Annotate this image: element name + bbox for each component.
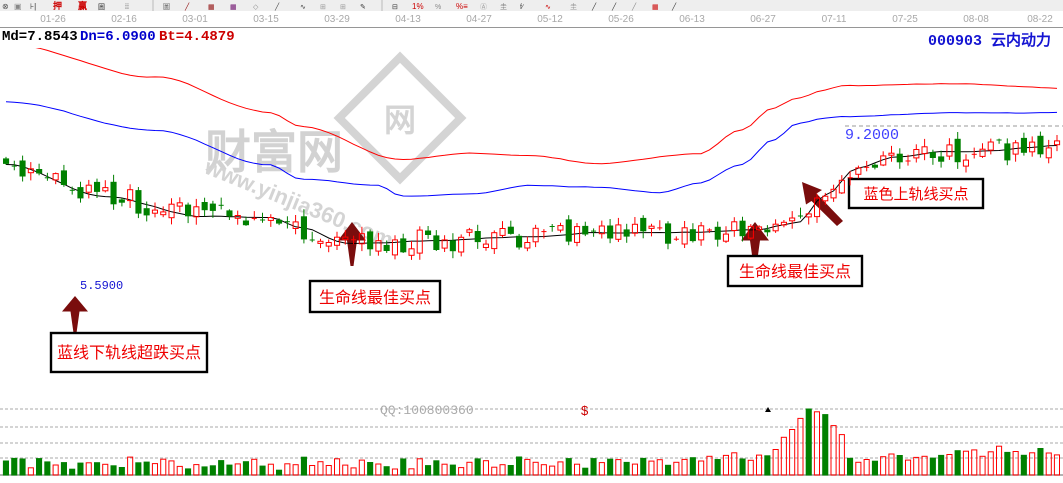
svg-text:⊟: ⊟ [392, 4, 398, 11]
svg-text:03-29: 03-29 [324, 14, 350, 25]
svg-text:QQ:100800360: QQ:100800360 [380, 403, 474, 418]
svg-text:赢: 赢 [78, 0, 87, 11]
svg-text:03-01: 03-01 [182, 14, 208, 25]
svg-text:⊞: ⊞ [320, 4, 326, 11]
svg-text:圭: 圭 [500, 2, 507, 11]
svg-text:$: $ [581, 403, 589, 418]
svg-text:圌: 圌 [98, 3, 105, 11]
svg-text:押: 押 [53, 0, 62, 11]
svg-text:07-11: 07-11 [822, 14, 847, 25]
svg-text:06-27: 06-27 [750, 14, 776, 25]
svg-text:⊦|: ⊦| [30, 2, 36, 11]
svg-text:╱: ╱ [591, 2, 597, 11]
svg-text:04-13: 04-13 [395, 14, 421, 25]
svg-text:╱: ╱ [274, 2, 280, 11]
svg-text:06-13: 06-13 [679, 14, 705, 25]
svg-text:04-27: 04-27 [466, 14, 492, 25]
svg-text:⊞: ⊞ [340, 4, 346, 11]
svg-text:01-26: 01-26 [40, 14, 66, 25]
svg-text:╱: ╱ [611, 2, 617, 11]
svg-text:03-15: 03-15 [253, 14, 279, 25]
svg-text:Ⓐ: Ⓐ [480, 3, 487, 11]
svg-text:1%: 1% [412, 2, 424, 11]
svg-text:▣: ▣ [14, 2, 22, 11]
svg-text:▦: ▦ [230, 4, 237, 11]
svg-text:圖: 圖 [163, 3, 170, 11]
svg-text:02-16: 02-16 [111, 14, 137, 25]
svg-text:✎: ✎ [360, 4, 366, 11]
svg-text:05-12: 05-12 [537, 14, 563, 25]
svg-text:∿: ∿ [545, 4, 551, 11]
svg-text:╱: ╱ [631, 2, 637, 11]
svg-text:%: % [435, 4, 441, 11]
svg-text:∿: ∿ [300, 4, 306, 11]
svg-text:07-25: 07-25 [892, 14, 918, 25]
svg-text:05-26: 05-26 [608, 14, 634, 25]
svg-text:╱: ╱ [184, 2, 190, 11]
svg-text:08-08: 08-08 [963, 14, 989, 25]
svg-text:⁞⁞: ⁞⁞ [125, 4, 129, 11]
svg-text:圭: 圭 [570, 2, 577, 11]
svg-text:╱: ╱ [671, 2, 677, 11]
svg-text:08-22: 08-22 [1027, 14, 1053, 25]
svg-text:◇: ◇ [253, 4, 259, 11]
svg-text:⊗: ⊗ [2, 2, 9, 11]
svg-text:f∕: f∕ [520, 4, 525, 11]
svg-text:%≡: %≡ [456, 2, 468, 11]
svg-text:▦: ▦ [208, 4, 215, 11]
svg-text:▦: ▦ [652, 4, 659, 11]
